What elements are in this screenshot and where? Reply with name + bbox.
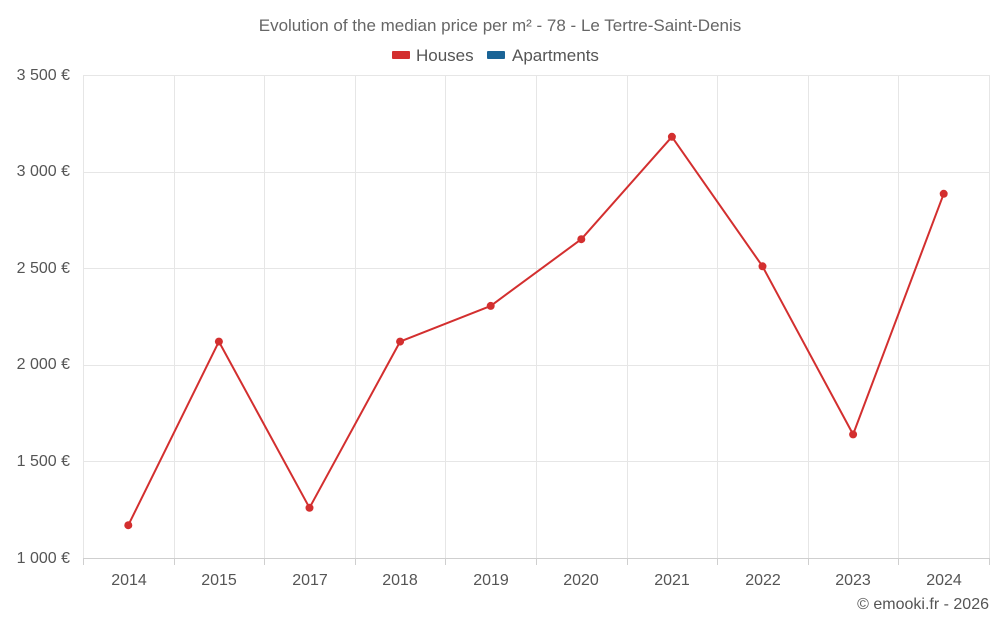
legend-item-houses[interactable]: Houses <box>392 46 474 65</box>
x-tick-label: 2021 <box>654 572 690 589</box>
y-tick-label: 2 500 € <box>17 260 70 277</box>
series-line-houses <box>127 135 945 526</box>
data-point[interactable] <box>667 132 676 141</box>
credit-text: © emooki.fr - 2026 <box>857 596 989 613</box>
y-tick-label: 1 500 € <box>17 453 70 470</box>
legend-label-apartments: Apartments <box>512 46 599 65</box>
data-point[interactable] <box>396 337 405 346</box>
x-axis-labels: 2014 2015 2017 2018 2019 2020 2021 2022 … <box>111 572 962 589</box>
data-point[interactable] <box>849 430 858 439</box>
x-tick-label: 2017 <box>292 572 328 589</box>
data-point[interactable] <box>305 503 314 512</box>
x-tick-label: 2022 <box>745 572 781 589</box>
y-tick-label: 1 000 € <box>17 550 70 567</box>
legend-label-houses: Houses <box>416 46 474 65</box>
chart-title: Evolution of the median price per m² - 7… <box>259 16 742 35</box>
y-axis-labels: 1 000 € 1 500 € 2 000 € 2 500 € 3 000 € … <box>17 67 70 567</box>
x-tick-label: 2018 <box>382 572 418 589</box>
series-houses <box>124 132 948 530</box>
legend-item-apartments[interactable]: Apartments <box>487 46 599 65</box>
y-tick-label: 2 000 € <box>17 356 70 373</box>
legend-swatch-houses <box>392 51 410 59</box>
x-tick-label: 2023 <box>835 572 871 589</box>
y-tick-label: 3 500 € <box>17 67 70 84</box>
legend: Houses Apartments <box>392 46 599 65</box>
data-point[interactable] <box>939 189 948 198</box>
data-point[interactable] <box>124 521 133 530</box>
x-tick-label: 2015 <box>201 572 237 589</box>
data-point[interactable] <box>486 301 495 310</box>
data-point[interactable] <box>758 262 767 271</box>
legend-swatch-apartments <box>487 51 505 59</box>
x-tick-label: 2019 <box>473 572 509 589</box>
y-tick-label: 3 000 € <box>17 163 70 180</box>
data-point[interactable] <box>577 235 586 244</box>
x-tick-label: 2024 <box>926 572 962 589</box>
x-tick-label: 2014 <box>111 572 147 589</box>
x-tick-label: 2020 <box>563 572 599 589</box>
data-point[interactable] <box>214 337 223 346</box>
grid <box>83 75 990 565</box>
